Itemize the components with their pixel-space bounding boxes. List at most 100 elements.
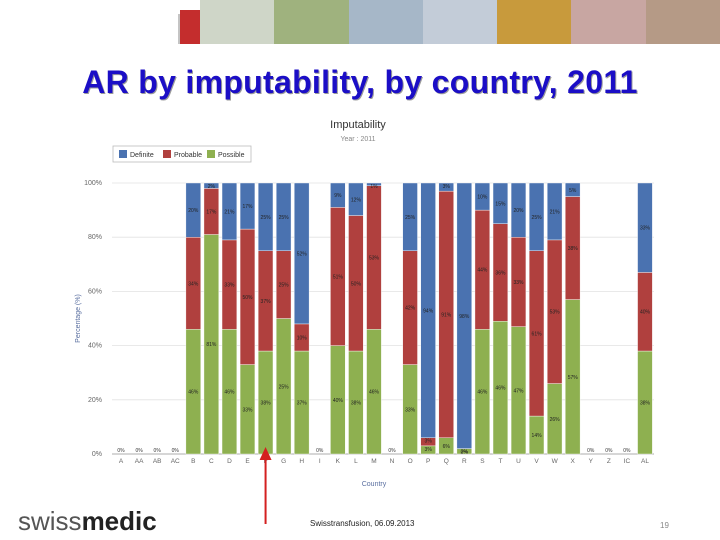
x-tick-label: A: [119, 458, 124, 465]
bar-data-label: 37%: [297, 401, 308, 407]
bar-segment-definite: [402, 182, 418, 251]
bar-data-label: 26%: [550, 417, 561, 423]
bar-segment-definite: [330, 182, 346, 208]
x-tick-label: U: [516, 458, 521, 465]
header-red-strip: [180, 10, 200, 44]
header-photo-tile: [571, 0, 646, 44]
bar-data-label: 94%: [423, 308, 434, 314]
bar-data-label: 2%: [461, 450, 469, 456]
bar-segment-definite: [438, 182, 454, 192]
bar-data-label: 14%: [532, 433, 543, 439]
bar-empty-label: 0%: [172, 448, 180, 454]
bar-data-label: 44%: [477, 268, 488, 274]
y-tick-label: 40%: [88, 343, 102, 350]
bar-data-label: 17%: [206, 209, 217, 215]
bar-data-label: 50%: [242, 295, 253, 301]
bar-segment-definite: [456, 182, 472, 449]
bar-data-label: 37%: [261, 299, 272, 305]
x-tick-label: E: [245, 458, 250, 465]
bar-segment-definite: [239, 182, 256, 230]
bar-data-label: 5%: [569, 188, 577, 194]
x-tick-label: C: [209, 458, 214, 465]
bar-empty-label: 0%: [117, 448, 125, 454]
bar-segment-definite: [528, 182, 545, 251]
x-tick-label: G: [281, 458, 286, 465]
header-photo-tile: [422, 0, 498, 44]
bar-data-label: 33%: [242, 407, 253, 413]
bar-segment-definite: [420, 182, 436, 438]
bar-segment-definite: [492, 182, 509, 224]
bar-empty-label: 0%: [135, 448, 143, 454]
bar-data-label: 38%: [568, 246, 579, 252]
bar-data-label: 34%: [188, 281, 199, 287]
bar-data-label: 61%: [532, 331, 543, 337]
bar-data-label: 21%: [550, 209, 561, 215]
header-photo-tile: [200, 0, 275, 44]
x-tick-label: I: [319, 458, 321, 465]
bar-data-label: 38%: [640, 401, 651, 407]
bar-data-label: 57%: [568, 375, 579, 381]
y-tick-label: 0%: [92, 451, 102, 458]
bar-data-label: 3%: [443, 184, 451, 190]
bar-data-label: 9%: [334, 193, 342, 199]
bar-data-label: 17%: [242, 204, 253, 210]
bar-data-label: 25%: [279, 384, 290, 390]
bar-data-label: 25%: [405, 215, 416, 221]
y-tick-label: 60%: [88, 288, 102, 295]
bar-data-label: 52%: [297, 251, 308, 257]
bar-data-label: 25%: [532, 215, 543, 221]
bar-segment-definite: [565, 182, 581, 197]
bar-data-label: 46%: [477, 390, 488, 396]
bar-data-label: 10%: [297, 335, 308, 341]
x-tick-label: R: [462, 458, 467, 465]
bar-data-label: 46%: [224, 390, 235, 396]
x-tick-label: N: [390, 458, 395, 465]
bar-data-label: 3%: [425, 439, 433, 445]
x-tick-label: Z: [607, 458, 611, 465]
x-tick-label: L: [354, 458, 358, 465]
x-tick-label: K: [336, 458, 341, 465]
bar-data-label: 6%: [443, 444, 451, 450]
bar-data-label: 40%: [333, 398, 344, 404]
legend-label-probable: Probable: [174, 152, 202, 159]
x-tick-label: B: [191, 458, 195, 465]
bar-data-label: 98%: [459, 314, 470, 320]
header-photo-tile: [348, 0, 423, 44]
legend-swatch-possible: [207, 150, 215, 158]
bar-data-label: 38%: [351, 401, 362, 407]
chart-title: Imputability: [330, 119, 386, 131]
highlight-arrow-head: [259, 447, 272, 460]
bar-segment-definite: [203, 182, 219, 189]
header-photo-strip: [200, 0, 720, 44]
logo-text-light: swiss: [18, 506, 82, 536]
bar-data-label: 10%: [477, 195, 488, 201]
swissmedic-logo: swissmedic: [18, 506, 157, 537]
bar-data-label: 25%: [279, 215, 290, 221]
bar-data-label: 21%: [224, 209, 235, 215]
legend-swatch-definite: [119, 150, 127, 158]
bar-empty-label: 0%: [388, 448, 396, 454]
bar-data-label: 2%: [208, 184, 216, 190]
x-tick-label: M: [371, 458, 376, 465]
bar-segment-definite: [294, 182, 310, 325]
y-tick-label: 20%: [88, 397, 102, 404]
bar-data-label: 40%: [640, 310, 651, 316]
bar-data-label: 0%: [461, 450, 469, 456]
bar-segment-definite: [221, 182, 238, 241]
header-banner: [0, 0, 720, 44]
bar-data-label: 47%: [513, 388, 524, 394]
bar-data-label: 33%: [513, 280, 524, 286]
page-number: 19: [660, 521, 669, 530]
bar-empty-label: 0%: [316, 448, 324, 454]
bar-data-label: 36%: [495, 270, 506, 276]
bar-data-label: 20%: [513, 208, 524, 214]
legend-label-possible: Possible: [218, 152, 245, 159]
bar-segment-definite: [348, 182, 364, 216]
bar-data-label: 53%: [550, 310, 561, 316]
bar-data-label: 25%: [261, 215, 272, 221]
x-tick-label: S: [480, 458, 485, 465]
bar-data-label: 91%: [441, 312, 452, 318]
bar-segment-definite: [474, 182, 490, 211]
x-tick-label: Q: [444, 458, 449, 465]
